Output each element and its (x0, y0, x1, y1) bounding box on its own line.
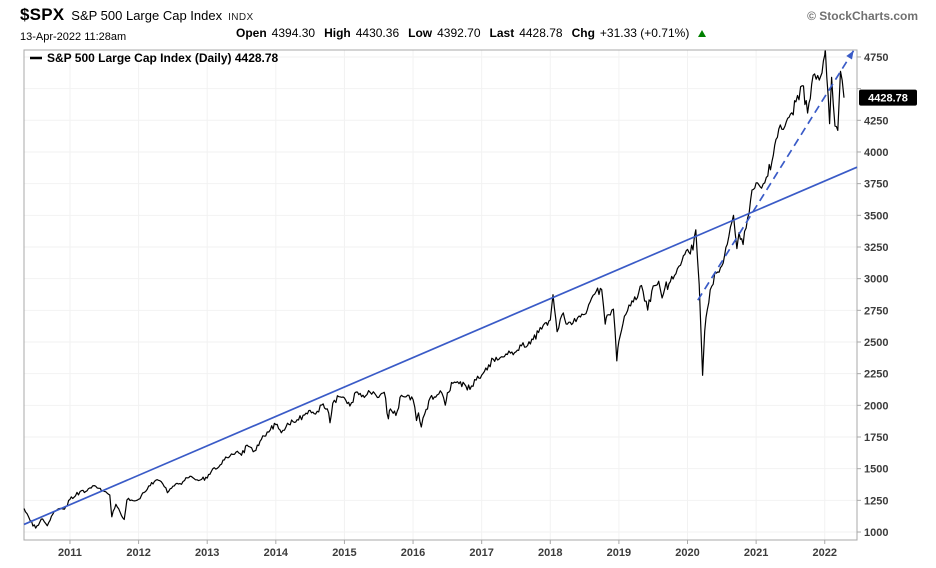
x-axis-label: 2017 (469, 547, 493, 559)
quote-bar: Open 4394.30 High 4430.36 Low 4392.70 La… (232, 26, 707, 40)
exchange-label: INDX (228, 12, 254, 23)
x-axis-label: 2011 (58, 547, 82, 559)
legend-label: S&P 500 Large Cap Index (Daily) 4428.78 (47, 51, 279, 65)
low-value: 4392.70 (437, 26, 481, 40)
y-axis-label: 3500 (864, 210, 888, 222)
last-price-box (859, 89, 917, 106)
x-axis-label: 2013 (195, 547, 219, 559)
y-axis-label: 1250 (864, 495, 888, 507)
y-axis-label: 4250 (864, 115, 888, 127)
open-label: Open (236, 26, 267, 40)
y-axis-label: 2250 (864, 369, 888, 381)
last-value: 4428.78 (519, 26, 563, 40)
x-axis-label: 2012 (126, 547, 150, 559)
x-axis-label: 2015 (332, 547, 356, 559)
last-label: Last (489, 26, 515, 40)
datetime-label: 13-Apr-2022 11:28am (20, 31, 127, 43)
y-axis-label: 2750 (864, 305, 888, 317)
index-name: S&P 500 Large Cap Index (71, 8, 223, 23)
chart-header: $SPX S&P 500 Large Cap Index INDX © Stoc… (20, 5, 918, 25)
trendline-arrowhead-icon (846, 50, 854, 60)
x-axis-label: 2022 (813, 547, 837, 559)
y-axis-label: 4000 (864, 147, 888, 159)
chg-label: Chg (571, 26, 595, 40)
x-axis-label: 2021 (744, 547, 768, 559)
high-value: 4430.36 (355, 26, 400, 40)
x-axis-label: 2019 (607, 547, 631, 559)
x-axis-label: 2014 (264, 547, 289, 559)
y-axis-label: 3250 (864, 242, 888, 254)
plot-border (23, 49, 858, 541)
x-axis-label: 2016 (401, 547, 425, 559)
accelerated-trendline (697, 50, 855, 301)
y-axis-label: 1750 (864, 432, 888, 444)
copyright-text: © StockCharts.com (807, 9, 918, 23)
quote-row: 13-Apr-2022 11:28am Open 4394.30 High 44… (20, 26, 918, 43)
x-axis-label: 2018 (538, 547, 562, 559)
change-up-icon (698, 29, 707, 37)
y-axis-label: 2500 (864, 337, 888, 349)
y-axis-label: 1000 (864, 527, 888, 539)
high-label: High (324, 26, 351, 40)
x-axis-label: 2020 (675, 547, 699, 559)
open-value: 4394.30 (271, 26, 316, 40)
low-label: Low (408, 26, 433, 40)
y-axis-label: 1500 (864, 464, 888, 476)
y-axis-label: 3750 (864, 179, 888, 191)
long-term-trendline (23, 166, 858, 526)
ticker-symbol: $SPX (20, 5, 65, 24)
last-price-label: 4428.78 (868, 93, 908, 105)
y-axis-label: 3000 (864, 274, 888, 286)
y-axis-label: 4750 (864, 52, 888, 64)
y-axis-label: 2000 (864, 400, 888, 412)
chg-value: +31.33 (+0.71%) (599, 26, 690, 40)
price-line (23, 50, 845, 529)
